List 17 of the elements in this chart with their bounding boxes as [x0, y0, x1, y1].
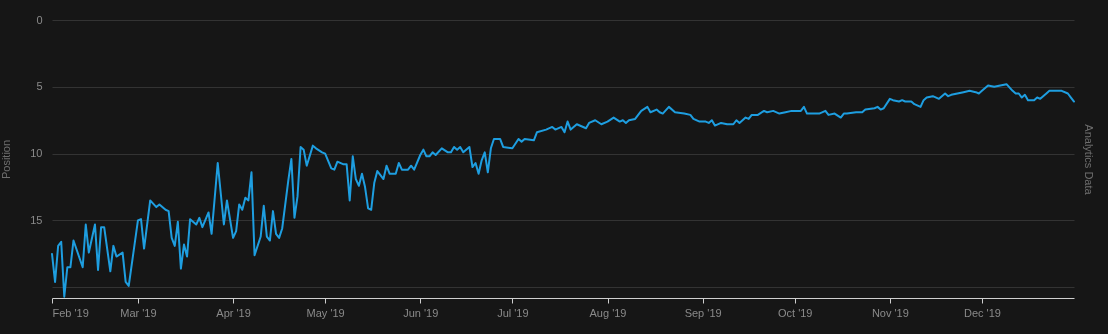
x-tick-label: Nov '19 [871, 306, 909, 319]
x-tick-label: Aug '19 [589, 306, 627, 319]
x-tick-label: Mar '19 [120, 306, 157, 319]
x-tick-label: Oct '19 [777, 306, 813, 319]
x-tick-label: Feb '19 [52, 306, 89, 319]
y-tick-label: 0 [36, 13, 43, 26]
x-tick-label: Apr '19 [216, 306, 251, 319]
y-tick-label: 15 [30, 213, 43, 226]
y2-axis-title: Analytics Data [1082, 124, 1095, 196]
x-tick-label: Jun '19 [403, 306, 439, 319]
x-tick-label: Sep '19 [684, 306, 722, 319]
y-axis-title: Position [0, 139, 13, 180]
x-tick-label: May '19 [306, 306, 345, 319]
y-tick-label: 5 [36, 80, 43, 93]
x-tick-label: Dec '19 [963, 306, 1001, 319]
y-tick-label: 10 [30, 147, 43, 160]
x-tick-label: Jul '19 [497, 306, 529, 319]
